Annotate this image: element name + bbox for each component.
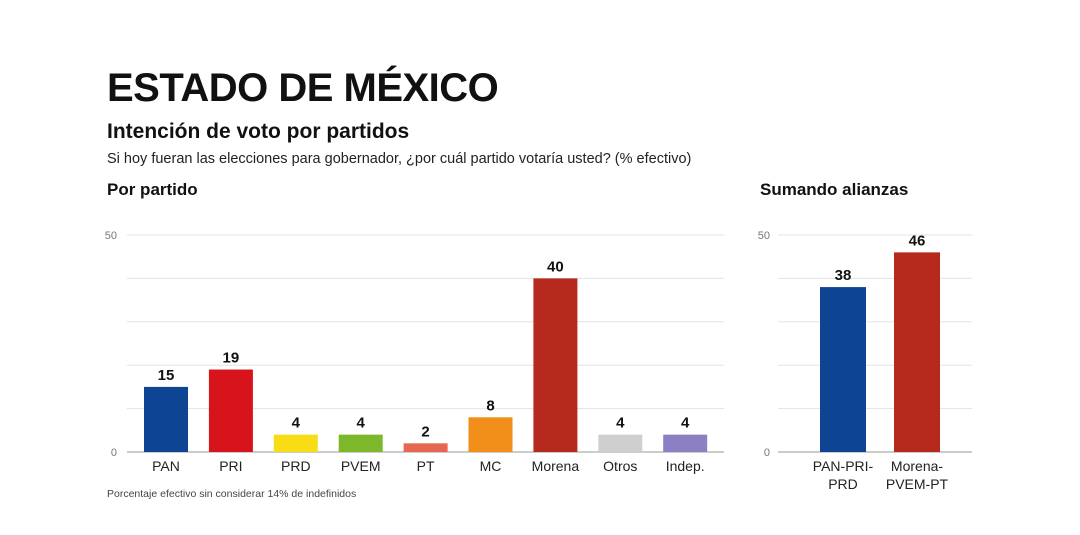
bar-indep [663, 434, 708, 452]
category-label-pri: PRI [219, 458, 242, 474]
category-label-morena: Morena [532, 458, 580, 474]
category-label-pan-pri-prd: PAN-PRI- [813, 458, 874, 474]
y-tick-label: 0 [111, 447, 117, 459]
footnote: Porcentaje efectivo sin considerar 14% d… [107, 488, 357, 500]
data-label-pt: 2 [421, 423, 429, 440]
data-label-morena-pvem-pt: 46 [909, 232, 926, 249]
data-label-pri: 19 [223, 350, 240, 367]
category-label-morena-pvem-pt: Morena- [891, 458, 943, 474]
category-label-pvem: PVEM [341, 458, 381, 474]
data-label-pan: 15 [158, 367, 175, 384]
section-title-sumando-alianzas: Sumando alianzas [760, 180, 909, 199]
bar-prd [273, 434, 318, 452]
category-label-morena-pvem-pt: PVEM-PT [886, 476, 949, 492]
bar-pan-pri-prd [820, 287, 866, 452]
category-label-prd: PRD [281, 458, 311, 474]
bar-pvem [338, 434, 383, 452]
data-label-pan-pri-prd: 38 [835, 267, 852, 284]
data-label-otros: 4 [616, 415, 625, 432]
category-label-pan: PAN [152, 458, 180, 474]
bar-mc [468, 417, 513, 452]
y-tick-label: 0 [764, 447, 770, 459]
data-label-mc: 8 [486, 397, 494, 414]
survey-question: Si hoy fueran las elecciones para gobern… [107, 151, 692, 167]
section-title-por-partido: Por partido [107, 180, 198, 199]
category-label-otros: Otros [603, 458, 637, 474]
category-label-indep: Indep. [666, 458, 705, 474]
bar-pt [403, 443, 448, 452]
data-label-indep: 4 [681, 415, 690, 432]
bar-otros [598, 434, 643, 452]
category-label-mc: MC [480, 458, 502, 474]
data-label-prd: 4 [292, 415, 301, 432]
bar-pan [144, 386, 188, 452]
data-label-pvem: 4 [357, 415, 366, 432]
category-label-pt: PT [417, 458, 435, 474]
chart-sumando-alianzas: 0 50 38 PAN-PRI- PRD 46 Morena- PVEM-PT [758, 230, 972, 492]
page-subtitle: Intención de voto por partidos [107, 120, 410, 143]
category-label-pan-pri-prd: PRD [828, 476, 858, 492]
data-label-morena: 40 [547, 258, 564, 275]
y-tick-label: 50 [758, 230, 770, 242]
y-tick-label: 50 [105, 230, 117, 242]
bar-pri [208, 369, 253, 452]
bar-morena-pvem-pt [894, 252, 940, 452]
page-title: ESTADO DE MÉXICO [107, 66, 499, 110]
chart-por-partido: 0 50 15 PAN 19 PRI 4 PRD 4 PVEM 2 PT 8 MC 40 Morena 4 Otr… [105, 230, 724, 474]
bar-morena [533, 278, 578, 452]
